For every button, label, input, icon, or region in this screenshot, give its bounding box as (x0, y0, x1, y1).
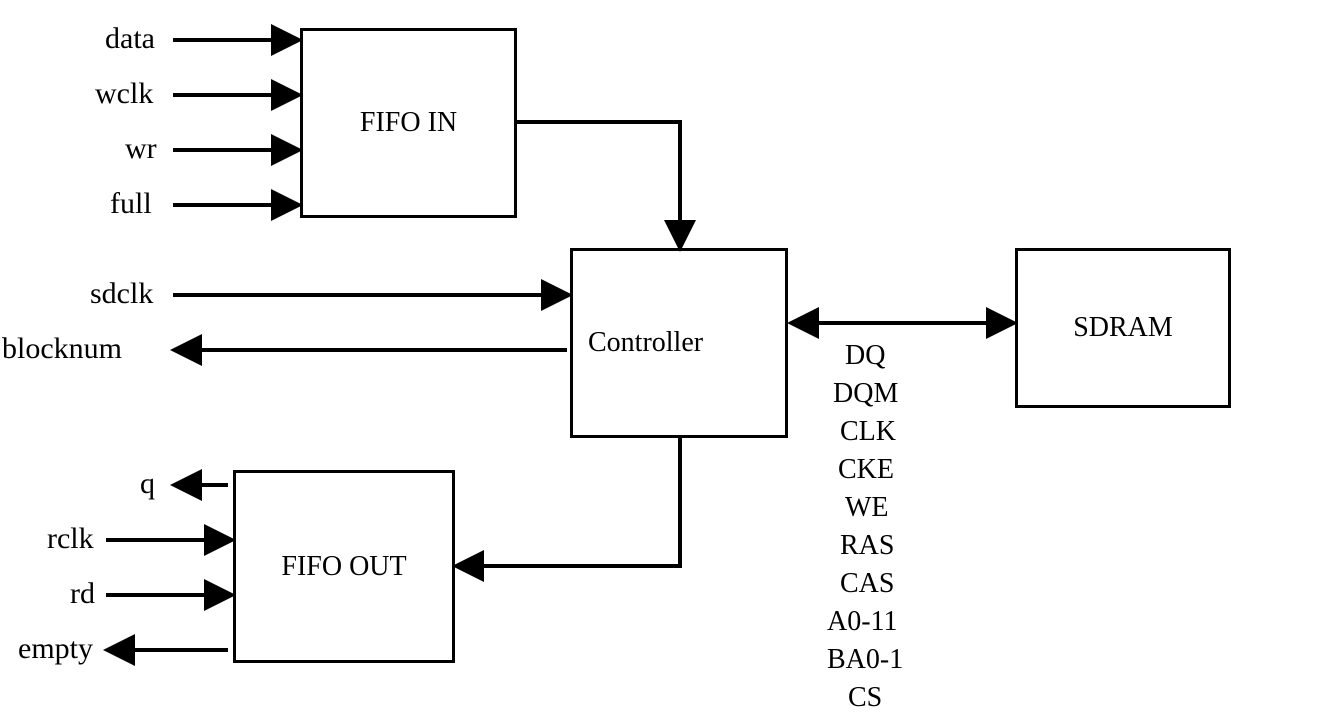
signal-wclk: wclk (95, 77, 153, 111)
bus-we: WE (845, 492, 889, 524)
sdram-box: SDRAM (1015, 248, 1231, 408)
signal-wr: wr (125, 132, 157, 166)
signal-rclk: rclk (47, 522, 94, 556)
signal-q: q (140, 467, 155, 501)
bus-clk: CLK (840, 416, 896, 448)
diagram-canvas: FIFO IN Controller FIFO OUT SDRAM data w… (0, 0, 1318, 721)
signal-sdclk: sdclk (90, 277, 153, 311)
bus-cke: CKE (838, 454, 894, 486)
bus-cs: CS (848, 682, 882, 714)
bus-dqm: DQM (833, 378, 898, 410)
signal-blocknum: blocknum (2, 332, 122, 366)
bus-cas: CAS (840, 568, 894, 600)
bus-a: A0-11 (827, 606, 898, 638)
signal-rd: rd (70, 577, 95, 611)
controller-label: Controller (588, 327, 703, 359)
fifo-out-label: FIFO OUT (281, 551, 406, 583)
sdram-label: SDRAM (1073, 312, 1173, 344)
fifo-out-box: FIFO OUT (233, 470, 455, 663)
bus-ras: RAS (840, 530, 894, 562)
bus-dq: DQ (845, 340, 885, 372)
bus-ba: BA0-1 (827, 644, 903, 676)
fifo-in-box: FIFO IN (300, 28, 517, 218)
signal-empty: empty (18, 632, 93, 666)
signal-data: data (105, 22, 155, 56)
controller-box: Controller (570, 248, 788, 438)
signal-full: full (110, 187, 152, 221)
fifo-in-label: FIFO IN (360, 107, 457, 139)
